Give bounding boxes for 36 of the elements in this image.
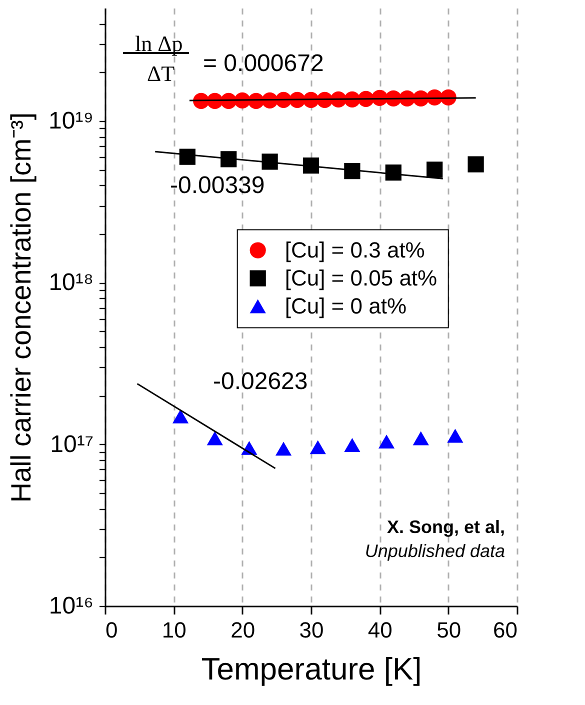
annotation: = 0.000672 bbox=[203, 50, 324, 77]
annotation: -0.00339 bbox=[170, 172, 265, 199]
point bbox=[426, 162, 443, 178]
point bbox=[344, 438, 360, 452]
annotation: ΔT bbox=[147, 61, 176, 86]
legend-label: [Cu] = 0.3 at% bbox=[284, 237, 425, 262]
y-axis-title: Hall carrier concentration [cm⁻³] bbox=[6, 112, 37, 503]
x-tick-label: 40 bbox=[368, 618, 392, 642]
point bbox=[468, 156, 484, 172]
x-tick-label: 50 bbox=[436, 618, 462, 642]
annotation: ln Δp bbox=[135, 31, 183, 56]
point bbox=[310, 440, 326, 454]
y-tick-label: 10¹⁷ bbox=[50, 430, 94, 458]
point bbox=[262, 154, 278, 170]
x-tick-label: 60 bbox=[493, 618, 518, 642]
annotation: Unpublished data bbox=[364, 541, 505, 561]
point bbox=[220, 151, 237, 168]
point bbox=[275, 442, 292, 456]
y-tick-label: 10¹⁶ bbox=[48, 592, 94, 620]
point bbox=[344, 163, 360, 180]
legend-label: [Cu] = 0 at% bbox=[284, 293, 407, 318]
point bbox=[378, 434, 395, 449]
x-tick-label: 0 bbox=[106, 618, 118, 642]
x-axis-title: Temperature [K] bbox=[201, 652, 422, 686]
annotation: -0.02623 bbox=[213, 368, 308, 395]
x-tick-label: 30 bbox=[299, 618, 324, 642]
annotation: X. Song, et al, bbox=[386, 517, 505, 537]
point bbox=[447, 428, 464, 443]
point bbox=[412, 431, 429, 446]
y-tick-label: 10¹⁸ bbox=[48, 269, 94, 296]
x-tick-label: 10 bbox=[162, 618, 186, 642]
point bbox=[206, 431, 223, 446]
y-tick-label: 10¹⁹ bbox=[48, 108, 94, 134]
x-tick-label: 20 bbox=[230, 618, 256, 642]
point bbox=[172, 409, 189, 424]
legend-label: [Cu] = 0.05 at% bbox=[284, 265, 438, 290]
